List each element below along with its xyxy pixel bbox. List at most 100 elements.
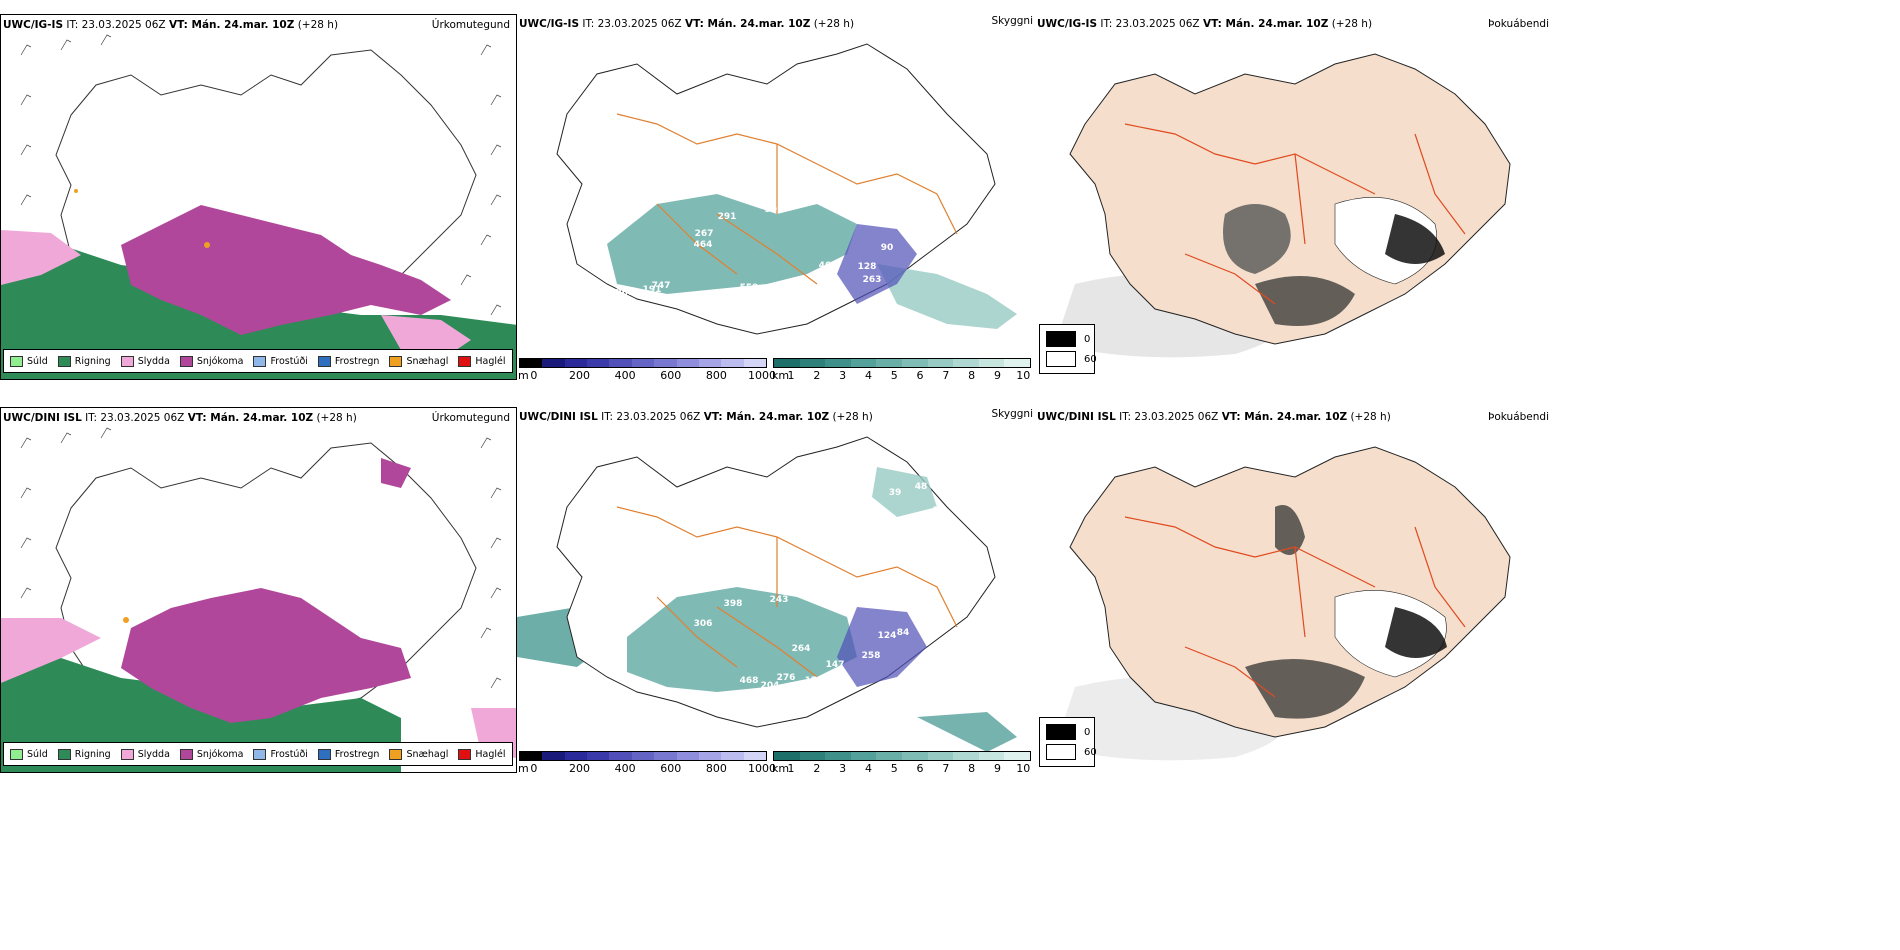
colorbar-tick: 10: [1016, 762, 1031, 773]
visibility-panel-name-top: Skyggni: [991, 15, 1034, 27]
legend-item-0: Súld: [10, 748, 48, 760]
precip-panel-name-bottom: Úrkomutegund: [431, 412, 510, 424]
legend-item-2: Slydda: [120, 748, 170, 760]
legend-swatch: [458, 748, 472, 760]
colorbar-segment: [676, 752, 699, 760]
legend-label: Snjókoma: [196, 748, 244, 760]
fog-map-graphic: [1055, 446, 1511, 761]
legend-label: Slydda: [137, 748, 170, 760]
sleet-area-south: [381, 315, 471, 360]
ceiling-colorbar-bottom: m 0 200 400 600 800 1000: [518, 751, 776, 773]
fog-legend-item-1: 60: [1046, 744, 1097, 760]
ceiling-value-label: 193: [816, 275, 835, 285]
colorbar-tick: 4: [864, 369, 872, 380]
legend-item-1: Rigning: [57, 355, 111, 367]
precip-panel-name-top: Úrkomutegund: [431, 19, 510, 31]
road-network: [616, 506, 958, 678]
colorbar-segment: [825, 752, 851, 760]
colorbar-segment: [799, 752, 826, 760]
legend-item-4: Frostúði: [253, 355, 308, 367]
legend-swatch: [179, 748, 193, 760]
colorbar-segment: [978, 359, 1005, 367]
legend-item-5: Frostregn: [317, 355, 380, 367]
precip-legend-bottom: Súld Rigning Slydda Snjókoma Frostúði Frostre…: [3, 742, 513, 766]
colorbar-tick: 5: [890, 762, 898, 773]
fog-map-graphic: [1055, 53, 1511, 358]
ceiling-value-label: 263: [863, 275, 882, 285]
colorbar-unit: km: [772, 762, 790, 773]
legend-label: Frostregn: [334, 355, 380, 367]
precip-map-graphic: [1, 427, 516, 772]
fog-legend-item-0: 0: [1046, 724, 1090, 740]
legend-label: Frostúði: [270, 748, 308, 760]
colorbar-unit: m: [518, 762, 529, 773]
ceiling-value-label: 291: [738, 309, 757, 319]
colorbar-segment: [654, 359, 677, 367]
ceiling-value-label: 291: [718, 212, 737, 222]
colorbar-segment: [953, 359, 979, 367]
ceiling-value-label: 276: [777, 673, 796, 683]
fog-legend-label: 0: [1084, 726, 1091, 738]
snow-area: [121, 205, 451, 335]
legend-item-6: Snæhagl: [389, 355, 448, 367]
legend-swatch: [120, 748, 134, 760]
ceiling-value-label: 88: [753, 320, 766, 330]
road-network: [616, 113, 958, 285]
ceiling-value-label: 84: [897, 628, 910, 638]
colorbar-segment: [927, 752, 954, 760]
ceiling-value-label: 267: [695, 229, 714, 239]
colorbar-tick: 5: [890, 369, 898, 380]
colorbar-tick: 600: [660, 369, 682, 380]
ceiling-value-label: 559: [740, 283, 759, 293]
legend-item-3: Snjókoma: [179, 748, 244, 760]
legend-swatch: [10, 355, 23, 367]
ceiling-value-label: 174: [792, 683, 811, 693]
legend-item-4: Frostúði: [253, 748, 308, 760]
legend-label: Frostúði: [270, 355, 308, 367]
colorbar-tick: 7: [942, 762, 950, 773]
sleet-area-west: [1, 230, 81, 285]
colorbar-segment: [564, 752, 588, 760]
colorbar-tick: 6: [916, 369, 924, 380]
ceiling-value-label: 258: [862, 651, 881, 661]
colorbar-segment: [850, 359, 877, 367]
legend-swatch: [57, 355, 71, 367]
precip-type-map-top: UWC/IG-IS IT: 23.03.2025 06Z VT: Mán. 24…: [0, 14, 517, 380]
colorbar-tick: 1: [787, 369, 795, 380]
ceiling-value-label: 56: [933, 506, 946, 516]
colorbar-tick: 7: [942, 369, 950, 380]
colorbar-segment: [721, 752, 744, 760]
legend-label: Súld: [27, 355, 48, 367]
ceiling-value-label: 147: [826, 660, 845, 670]
colorbar-unit: km: [772, 369, 790, 380]
ceiling-value-label: 464: [694, 240, 713, 250]
ceiling-value-label: 90: [881, 243, 894, 253]
ceiling-value-label: 42: [851, 582, 864, 592]
legend-swatch: [317, 355, 331, 367]
colorbar-segment: [876, 752, 902, 760]
colorbar-segment: [676, 359, 699, 367]
legend-swatch: [458, 355, 472, 367]
colorbar-tick: 1000: [748, 369, 777, 380]
fog-legend-top: 0 60: [1039, 324, 1097, 374]
ceiling-value-label: 264: [792, 644, 811, 654]
colorbar-segment: [799, 359, 826, 367]
legend-item-7: Haglél: [458, 748, 506, 760]
low-visibility-area: [607, 194, 857, 294]
colorbar-tick: 400: [614, 369, 636, 380]
colorbar-segment: [564, 359, 588, 367]
colorbar-segment: [927, 359, 954, 367]
colorbar-tick: 9: [993, 762, 1001, 773]
colorbar-segment: [542, 752, 565, 760]
ceiling-value-label: 747: [652, 281, 671, 291]
visibility-map-bottom: 398 243 306 264 147 172 276 468 204 833 297 174 299 2…: [517, 407, 1035, 773]
legend-swatch: [120, 355, 134, 367]
colorbar-tick: 3: [839, 762, 847, 773]
ceiling-value-label: 48: [915, 482, 928, 492]
ceiling-value-label: 464: [819, 261, 838, 271]
legend-label: Súld: [27, 748, 48, 760]
precip-map-graphic: [1, 34, 516, 379]
colorbar-tick: 9: [993, 369, 1001, 380]
